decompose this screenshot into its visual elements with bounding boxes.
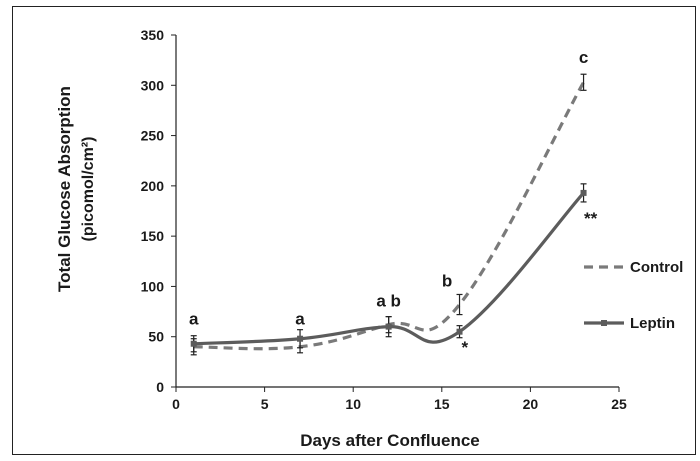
x-tick-label: 5 <box>261 396 269 412</box>
y-axis-unit-label: (picomol/cm²) <box>80 137 97 242</box>
data-point-leptin <box>297 335 304 342</box>
x-tick-label: 20 <box>523 396 539 412</box>
y-tick-label: 200 <box>141 178 165 194</box>
x-tick-label: 10 <box>345 396 361 412</box>
legend-label-control: Control <box>630 259 683 276</box>
x-tick-label: 15 <box>434 396 450 412</box>
data-point-leptin <box>190 340 197 347</box>
data-point-leptin <box>580 189 587 196</box>
x-axis-label: Days after Confluence <box>300 431 480 450</box>
y-tick-label: 300 <box>141 77 165 93</box>
significance-label: a b <box>376 292 401 311</box>
series-line-leptin <box>193 191 585 346</box>
significance-label: b <box>442 271 452 290</box>
legend-label-leptin: Leptin <box>630 315 675 332</box>
y-tick-label: 50 <box>148 329 164 345</box>
y-tick-label: 0 <box>156 379 164 395</box>
significance-label: ** <box>584 209 598 228</box>
x-tick-label: 25 <box>611 396 627 412</box>
curves <box>193 81 585 351</box>
y-tick-label: 350 <box>141 27 165 43</box>
y-tick-label: 100 <box>141 278 165 294</box>
significance-label: c <box>579 48 588 67</box>
legend-marker-leptin <box>601 320 607 326</box>
significance-label: a <box>295 310 305 329</box>
legend: Control Leptin <box>584 259 683 332</box>
y-axis-label: Total Glucose Absorption <box>55 86 74 292</box>
y-tick-label: 150 <box>141 228 165 244</box>
data-point-leptin <box>456 328 463 335</box>
data-point-leptin <box>385 323 392 330</box>
x-tick-label: 0 <box>172 396 180 412</box>
significance-label: a <box>189 310 199 329</box>
significance-label: * <box>462 338 469 357</box>
error-bars <box>190 73 587 356</box>
annotations: a aa bbc*** <box>189 48 598 357</box>
series-line-control <box>193 81 585 351</box>
y-tick-label: 250 <box>141 128 165 144</box>
